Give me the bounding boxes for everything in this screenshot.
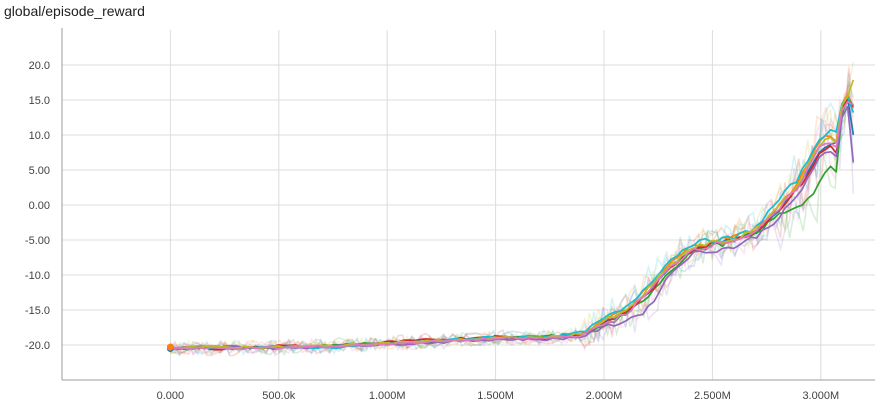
x-tick-label: 2.500M	[694, 390, 731, 402]
series-line[interactable]	[170, 93, 855, 351]
series-lines	[166, 79, 855, 352]
y-tick-label: -15.0	[25, 305, 50, 317]
series-marker	[166, 343, 174, 351]
tick-labels: 20.0 15.0 10.0 5.00 0.00 -5.00 -10.0 -15.0 -20.0…	[25, 60, 839, 402]
x-tick-label: 2.000M	[586, 390, 623, 402]
y-tick-label: 5.00	[29, 165, 50, 177]
y-tick-label: 20.0	[29, 60, 50, 72]
x-tick-label: 3.000M	[802, 390, 839, 402]
axes	[61, 28, 875, 381]
raw-trace	[169, 84, 855, 357]
raw-trace	[170, 81, 855, 357]
y-tick-label: -10.0	[25, 270, 50, 282]
chart-title: global/episode_reward	[4, 3, 145, 19]
x-tick-label: 1.000M	[369, 390, 406, 402]
y-tick-label: 15.0	[29, 95, 50, 107]
x-tick-label: 500.0k	[262, 390, 296, 402]
series-line[interactable]	[170, 101, 854, 351]
x-tick-label: 1.500M	[477, 390, 514, 402]
raw-trace	[170, 66, 855, 356]
raw-trace	[169, 68, 855, 357]
series-line[interactable]	[170, 97, 854, 351]
raw-data-traces	[169, 61, 855, 357]
raw-trace	[169, 100, 855, 356]
y-tick-label: -20.0	[25, 340, 50, 352]
raw-trace	[170, 61, 855, 356]
y-tick-label: 10.0	[29, 130, 50, 142]
raw-trace	[169, 90, 855, 357]
y-tick-label: -5.00	[25, 235, 50, 247]
x-tick-label: 0.000	[157, 390, 185, 402]
y-tick-label: 0.00	[29, 200, 50, 212]
grid	[62, 30, 875, 380]
